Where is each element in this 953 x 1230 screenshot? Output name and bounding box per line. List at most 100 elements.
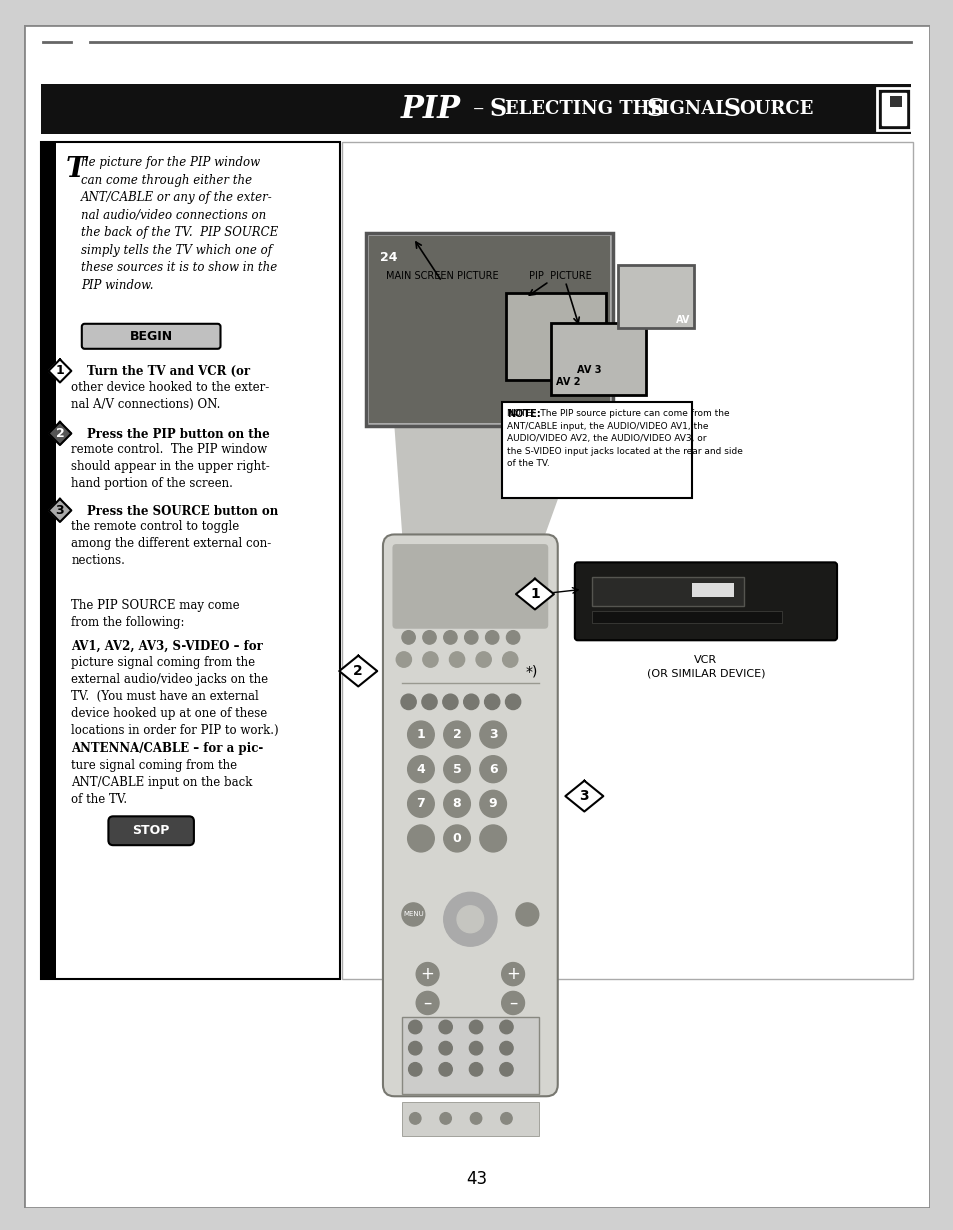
Bar — [691, 583, 734, 597]
Text: 8: 8 — [453, 797, 461, 811]
Bar — [401, 1102, 538, 1135]
Circle shape — [469, 1063, 482, 1076]
Text: BEGIN: BEGIN — [130, 330, 172, 343]
Circle shape — [469, 1020, 482, 1033]
Circle shape — [479, 825, 506, 852]
Polygon shape — [516, 578, 554, 610]
Circle shape — [443, 791, 470, 817]
Text: other device hooked to the exter-
nal A/V connections) ON.: other device hooked to the exter- nal A/… — [71, 380, 270, 411]
Bar — [365, 234, 612, 426]
Bar — [41, 84, 910, 134]
Circle shape — [499, 1020, 513, 1033]
Bar — [617, 266, 693, 327]
Text: OURCE: OURCE — [739, 101, 813, 118]
Text: NOTE:  The PIP source picture can come from the
ANT/CABLE input, the AUDIO/VIDEO: NOTE: The PIP source picture can come fr… — [507, 410, 742, 469]
Bar — [41, 141, 56, 979]
Text: MAIN SCREEN PICTURE: MAIN SCREEN PICTURE — [385, 272, 497, 282]
Text: AV 3: AV 3 — [577, 365, 600, 375]
Text: AV 2: AV 2 — [556, 378, 579, 387]
Bar — [401, 1017, 538, 1095]
Circle shape — [479, 721, 506, 748]
Circle shape — [408, 1063, 421, 1076]
Circle shape — [463, 694, 478, 710]
Bar — [501, 402, 691, 498]
Bar — [368, 236, 609, 423]
Circle shape — [479, 755, 506, 782]
Text: S: S — [645, 97, 662, 122]
Text: Press the SOURCE button on: Press the SOURCE button on — [87, 504, 277, 518]
Text: 7: 7 — [416, 797, 425, 811]
Text: 2: 2 — [55, 427, 64, 440]
Text: Press the PIP button on the: Press the PIP button on the — [87, 428, 269, 440]
Bar — [506, 293, 605, 380]
Text: 1: 1 — [55, 364, 64, 378]
Circle shape — [501, 991, 524, 1015]
Text: ANTENNA/CABLE – for a pic-: ANTENNA/CABLE – for a pic- — [71, 742, 263, 755]
Bar — [591, 577, 743, 605]
Text: 1: 1 — [416, 728, 425, 740]
Circle shape — [505, 694, 520, 710]
Circle shape — [456, 905, 483, 932]
Text: PIP  PICTURE: PIP PICTURE — [529, 272, 592, 282]
Circle shape — [442, 694, 457, 710]
Text: ELECTING THE: ELECTING THE — [504, 101, 668, 118]
Circle shape — [416, 991, 438, 1015]
Circle shape — [422, 631, 436, 645]
Text: STOP: STOP — [132, 824, 170, 838]
Circle shape — [443, 631, 456, 645]
Circle shape — [470, 1113, 481, 1124]
Bar — [591, 611, 781, 622]
Circle shape — [479, 791, 506, 817]
Text: 3: 3 — [488, 728, 497, 740]
Polygon shape — [339, 656, 376, 686]
Circle shape — [416, 963, 438, 985]
Text: 1: 1 — [530, 587, 539, 601]
FancyBboxPatch shape — [575, 562, 836, 641]
Circle shape — [464, 631, 477, 645]
Circle shape — [401, 631, 415, 645]
Bar — [551, 322, 645, 395]
Text: S: S — [723, 97, 740, 122]
Polygon shape — [49, 359, 71, 383]
Bar — [876, 89, 910, 130]
Polygon shape — [49, 499, 71, 522]
Circle shape — [499, 1042, 513, 1055]
Text: T: T — [66, 156, 86, 183]
Text: NOTE:: NOTE: — [507, 410, 540, 419]
Text: remote control.  The PIP window
should appear in the upper right-
hand portion o: remote control. The PIP window should ap… — [71, 443, 270, 490]
Polygon shape — [394, 426, 584, 557]
Circle shape — [516, 903, 538, 926]
Text: 2: 2 — [453, 728, 461, 740]
Text: MENU: MENU — [402, 911, 423, 918]
Circle shape — [469, 1042, 482, 1055]
Circle shape — [438, 1063, 452, 1076]
Polygon shape — [565, 781, 602, 812]
Circle shape — [506, 631, 519, 645]
Text: IGNAL: IGNAL — [660, 101, 734, 118]
Circle shape — [409, 1113, 420, 1124]
Circle shape — [407, 825, 434, 852]
Text: 2: 2 — [353, 664, 363, 678]
Circle shape — [500, 1113, 512, 1124]
Text: 6: 6 — [488, 763, 497, 776]
Text: 4: 4 — [416, 763, 425, 776]
FancyBboxPatch shape — [82, 323, 220, 349]
Polygon shape — [49, 422, 71, 445]
Bar — [889, 96, 901, 107]
Circle shape — [438, 1020, 452, 1033]
Circle shape — [407, 721, 434, 748]
Text: 24: 24 — [379, 251, 397, 263]
Bar — [41, 141, 340, 979]
Circle shape — [476, 652, 491, 667]
FancyBboxPatch shape — [382, 535, 558, 1096]
Text: 0: 0 — [453, 831, 461, 845]
Bar — [881, 93, 905, 124]
Circle shape — [401, 903, 424, 926]
Circle shape — [501, 963, 524, 985]
Text: picture signal coming from the
external audio/video jacks on the
TV.  (You must : picture signal coming from the external … — [71, 656, 278, 737]
Text: the remote control to toggle
among the different external con-
nections.: the remote control to toggle among the d… — [71, 520, 272, 567]
Text: +: + — [420, 966, 434, 983]
Text: +: + — [506, 966, 519, 983]
Circle shape — [443, 892, 497, 946]
Circle shape — [407, 755, 434, 782]
